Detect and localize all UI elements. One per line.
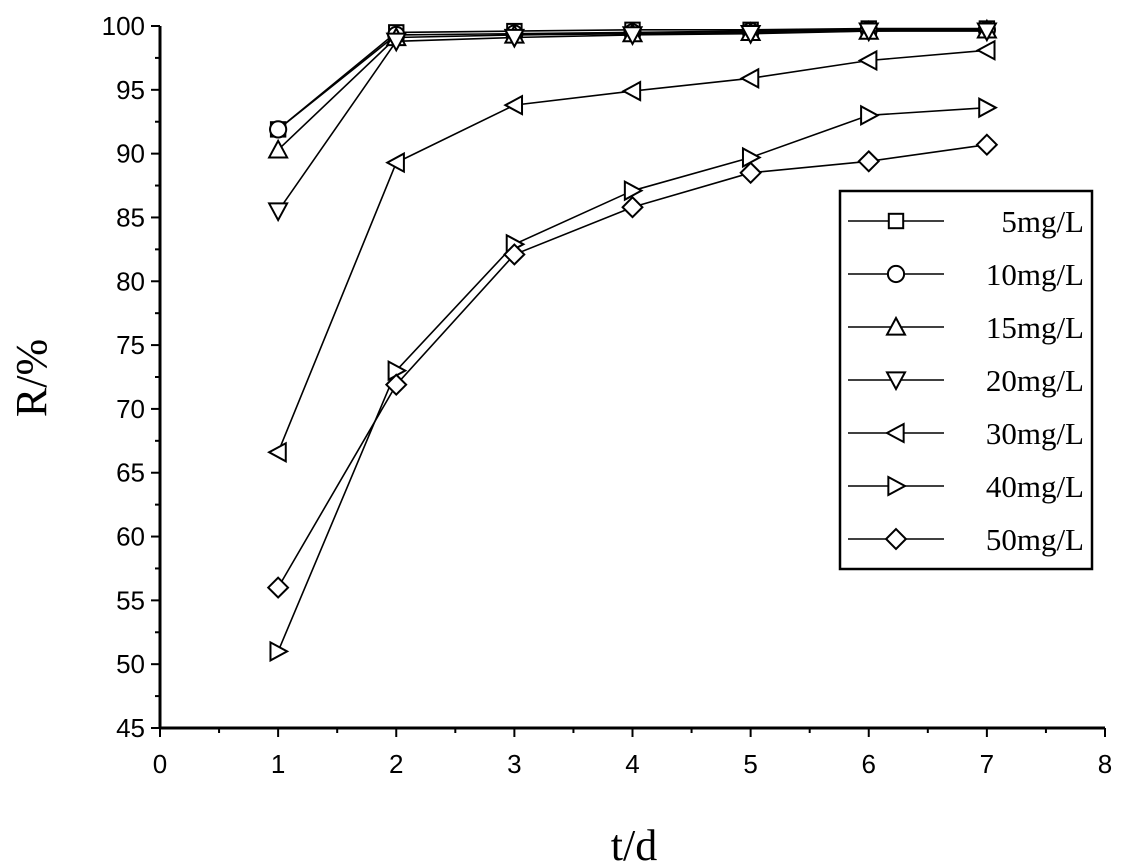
data-point: [857, 149, 881, 173]
legend-item: 15mg/L: [848, 310, 1084, 345]
data-point: [267, 441, 287, 463]
y-tick-label: 75: [116, 330, 145, 360]
x-tick-label: 8: [1098, 749, 1112, 779]
legend-marker: [884, 527, 908, 551]
legend-marker: [886, 264, 906, 284]
data-point: [978, 97, 998, 119]
data-point: [503, 94, 524, 116]
legend-label: 40mg/L: [986, 469, 1084, 504]
x-tick-label: 3: [507, 749, 521, 779]
legend-item: 10mg/L: [848, 257, 1084, 292]
data-point: [739, 67, 760, 90]
legend-marker: [887, 475, 908, 497]
y-tick-label: 55: [116, 585, 145, 615]
legend-marker: [885, 371, 907, 392]
data-point: [975, 133, 999, 157]
data-point: [860, 104, 880, 127]
x-tick-label: 2: [389, 749, 403, 779]
y-tick-label: 95: [116, 75, 145, 105]
legend-marker: [884, 422, 905, 444]
data-point: [975, 39, 996, 61]
data-point: [858, 22, 880, 43]
data-point: [385, 32, 407, 53]
data-point: [621, 26, 644, 47]
legend-label: 15mg/L: [986, 310, 1084, 345]
data-point: [741, 146, 762, 169]
y-tick-label: 65: [116, 458, 145, 488]
legend-label: 20mg/L: [986, 363, 1084, 398]
y-tick-label: 60: [116, 522, 145, 552]
series-7: [266, 133, 999, 599]
y-tick-label: 90: [116, 139, 145, 169]
data-point: [384, 373, 408, 396]
data-point: [621, 195, 644, 219]
legend-label: 50mg/L: [986, 522, 1084, 557]
legend-item: 50mg/L: [848, 522, 1084, 557]
data-point: [269, 120, 288, 139]
plot-area: [266, 18, 999, 663]
x-tick-label: 6: [862, 749, 876, 779]
data-point: [621, 80, 642, 102]
y-tick-label: 85: [116, 202, 145, 232]
data-point: [503, 243, 526, 266]
data-point: [976, 22, 998, 43]
y-tick-label: 50: [116, 649, 145, 679]
legend-marker: [887, 212, 905, 230]
series-4: [267, 22, 998, 223]
legend-item: 5mg/L: [848, 204, 1084, 239]
y-tick-label: 100: [102, 11, 145, 41]
data-point: [267, 202, 289, 223]
x-tick-label: 5: [743, 749, 757, 779]
data-point: [266, 576, 290, 599]
data-point: [503, 28, 526, 49]
legend-label: 10mg/L: [986, 257, 1084, 292]
x-axis-title: t/d: [611, 821, 657, 868]
y-axis-title: R/%: [7, 339, 56, 417]
legend-label: 5mg/L: [1001, 204, 1084, 239]
legend-item: 20mg/L: [848, 363, 1084, 398]
legend-item: 30mg/L: [848, 416, 1084, 451]
series-line: [277, 30, 987, 212]
x-tick-label: 0: [153, 749, 167, 779]
legend-marker: [885, 315, 907, 336]
y-tick-label: 80: [116, 266, 145, 296]
legend: 5mg/L 10mg/L 15mg/L 20mg/L 30mg/L 40mg/L 50mg/…: [838, 189, 1094, 571]
x-tick-label: 7: [980, 749, 994, 779]
data-point: [385, 151, 405, 174]
x-tick-label: 1: [271, 749, 285, 779]
data-point: [269, 640, 290, 663]
data-point: [267, 138, 289, 159]
y-tick-label: 70: [116, 394, 145, 424]
x-tick-label: 4: [625, 749, 639, 779]
legend-item: 40mg/L: [848, 469, 1084, 504]
data-point: [739, 25, 762, 45]
series-5: [267, 39, 996, 463]
data-point: [623, 179, 644, 202]
data-point: [739, 161, 762, 185]
y-tick-label: 45: [116, 713, 145, 743]
legend-label: 30mg/L: [986, 416, 1084, 451]
data-point: [857, 49, 878, 72]
